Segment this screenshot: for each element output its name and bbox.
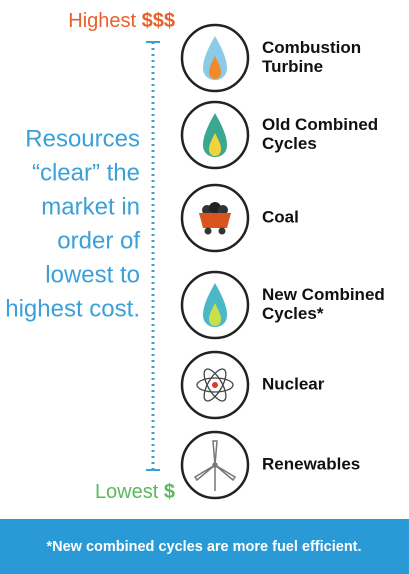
bottom-label-text: Lowest	[95, 481, 159, 503]
description-line: highest cost.	[5, 295, 140, 322]
description-line: market in	[41, 193, 140, 220]
coal-cart-icon	[199, 202, 231, 235]
resource-name: Coal	[262, 207, 299, 226]
footnote: *New combined cycles are more fuel effic…	[46, 539, 361, 555]
resource-circle	[180, 100, 250, 170]
flame-icon	[203, 113, 227, 157]
resource-name: Cycles	[262, 134, 317, 153]
top-label-text: Highest	[68, 10, 136, 32]
resource-name: Cycles*	[262, 304, 324, 323]
flame-icon	[203, 283, 227, 327]
description-line: Resources	[25, 125, 140, 152]
top-symbol: $$$	[142, 10, 175, 32]
flame-icon	[203, 36, 227, 80]
resource-circle	[180, 23, 250, 93]
resource-name: Old Combined	[262, 115, 378, 134]
resource-name: Turbine	[262, 57, 323, 76]
bottom-label: Lowest $	[95, 481, 175, 503]
footer-band	[0, 519, 409, 574]
wind-turbine-icon	[193, 440, 237, 491]
atom-icon	[196, 368, 234, 402]
resource-name: Renewables	[262, 454, 360, 473]
resource-circle	[180, 430, 250, 500]
resource-name: Nuclear	[262, 374, 325, 393]
description-line: “clear” the	[32, 159, 140, 186]
resource-circle	[180, 183, 250, 253]
resource-circle	[180, 270, 250, 340]
description-line: order of	[57, 227, 140, 254]
description-line: lowest to	[45, 261, 140, 288]
top-label: Highest $$$	[68, 10, 175, 32]
resource-circle	[180, 350, 250, 420]
resource-name: Combustion	[262, 38, 361, 57]
resource-name: New Combined	[262, 285, 385, 304]
bottom-symbol: $	[164, 481, 175, 503]
